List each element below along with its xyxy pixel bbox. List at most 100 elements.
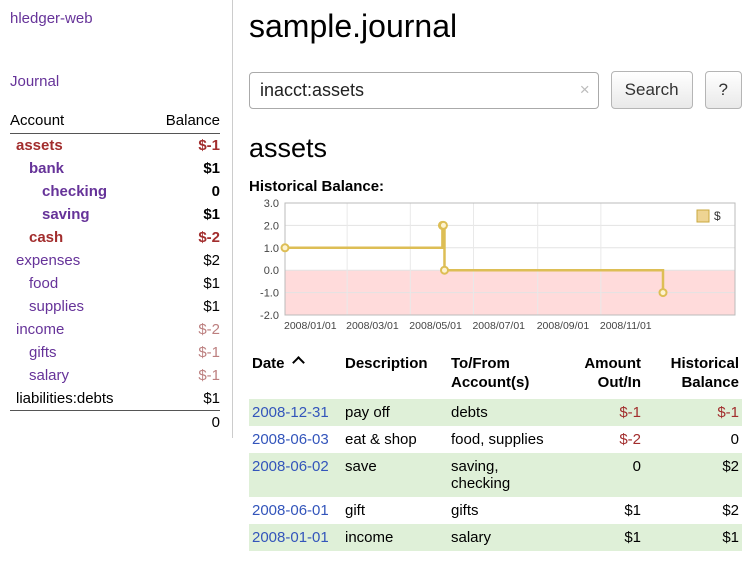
column-header-description: Description	[345, 355, 428, 372]
register-cell-description: pay off	[345, 403, 390, 421]
date-link[interactable]: 2008-12-31	[252, 403, 329, 421]
register-cell-balance: $2	[722, 457, 739, 475]
svg-text:0.0: 0.0	[264, 265, 279, 277]
sidebar: hledger-web Journal Account Balance asse…	[0, 0, 233, 438]
account-link[interactable]: checking	[42, 183, 108, 200]
account-row: gifts $-1	[10, 341, 220, 364]
register-cell-date: 2008-06-03	[249, 431, 345, 448]
historical-balance-chart: 3.0 2.0 1.0 0.0 -1.0 -2.0 2008/01/01 2008/03/01…	[260, 199, 736, 332]
account-balance: $1	[203, 390, 220, 407]
search-input-wrap: ×	[249, 71, 599, 109]
account-balance: 0	[211, 183, 220, 200]
account-balance: $-1	[198, 344, 220, 361]
account-row: saving $1	[10, 203, 220, 226]
account-row: liabilities:debts $1	[10, 387, 220, 411]
account-row: income $-2	[10, 318, 220, 341]
svg-text:-1.0: -1.0	[260, 288, 279, 300]
account-balance: $2	[203, 252, 220, 269]
account-link[interactable]: food	[29, 275, 59, 292]
app-title-link[interactable]: hledger-web	[10, 10, 93, 27]
accounts-total-value: 0	[147, 410, 220, 434]
account-link[interactable]: expenses	[16, 252, 81, 269]
account-name-cell: assets	[10, 134, 148, 158]
accounts-table: Account Balance assets $-1 bank $1 checking 0…	[10, 108, 220, 434]
register-cell-amount: 0	[632, 457, 641, 475]
account-balance: $-1	[198, 367, 220, 384]
register-heading: assets	[249, 133, 328, 163]
account-balance: $1	[203, 275, 220, 292]
register-cell-accounts: saving, checking	[451, 457, 511, 492]
register-cell-balance: 0	[730, 430, 739, 448]
account-link[interactable]: bank	[29, 160, 65, 177]
register-cell-date: 2008-06-02	[249, 458, 345, 475]
register-cell-date: 2008-01-01	[249, 529, 345, 546]
accounts-header-balance: Balance	[147, 108, 220, 134]
page-title: sample.journal	[249, 8, 458, 44]
register-cell-accounts: debts	[451, 403, 488, 421]
column-header-balance: Historical Balance	[670, 355, 739, 391]
register-row: 2008-06-03 eat & shop food, supplies $-2 0	[249, 426, 742, 453]
svg-text:2008/01/01: 2008/01/01	[284, 320, 337, 332]
account-balance: $1	[203, 160, 220, 177]
register-cell-accounts: gifts	[451, 501, 479, 519]
register-cell-accounts: food, supplies	[451, 430, 544, 448]
account-balance: $-2	[198, 229, 220, 246]
account-name-cell: supplies	[10, 295, 148, 318]
register-cell-balance: $2	[722, 501, 739, 519]
accounts-total-row: 0	[10, 410, 220, 434]
account-name-cell: expenses	[10, 249, 148, 272]
main-content: sample.journal × Search ? assets Histori…	[249, 0, 742, 551]
account-link[interactable]: gifts	[29, 344, 57, 361]
account-link[interactable]: assets	[16, 137, 63, 154]
account-balance: $-2	[198, 321, 220, 338]
column-header-date-label: Date	[252, 355, 285, 372]
sidebar-item-journal[interactable]: Journal	[10, 73, 60, 90]
register-cell-description: eat & shop	[345, 430, 417, 448]
account-row: assets $-1	[10, 134, 220, 158]
account-balance: $1	[203, 298, 220, 315]
account-name-cell: income	[10, 318, 148, 341]
account-name-cell: cash	[10, 226, 148, 249]
register-cell-balance: $1	[722, 528, 739, 546]
help-button[interactable]: ?	[704, 71, 742, 109]
register-cell-description: gift	[345, 501, 366, 519]
svg-text:1.0: 1.0	[264, 243, 279, 255]
search-input[interactable]	[249, 71, 599, 109]
clear-search-icon[interactable]: ×	[579, 79, 590, 99]
register-row: 2008-12-31 pay off debts $-1 $-1	[249, 398, 742, 426]
search-button[interactable]: Search	[610, 71, 693, 109]
account-row: expenses $2	[10, 249, 220, 272]
account-row: bank $1	[10, 157, 220, 180]
account-link[interactable]: income	[16, 321, 65, 338]
account-row: checking 0	[10, 180, 220, 203]
accounts-total-spacer	[10, 410, 148, 434]
date-link[interactable]: 2008-06-03	[252, 430, 329, 448]
account-link[interactable]: supplies	[29, 298, 85, 315]
register-row: 2008-01-01 income salary $1 $1	[249, 523, 742, 551]
register-cell-description: income	[345, 528, 394, 546]
account-link[interactable]: salary	[29, 367, 70, 384]
date-link[interactable]: 2008-01-01	[252, 528, 329, 546]
search-bar: × Search ?	[249, 71, 742, 109]
account-balance: $-1	[198, 137, 220, 154]
column-header-amount: Amount Out/In	[584, 355, 641, 391]
register-cell-balance: $-1	[717, 403, 739, 421]
date-link[interactable]: 2008-06-01	[252, 501, 329, 519]
svg-text:2008/09/01: 2008/09/01	[537, 320, 590, 332]
register-cell-description: save	[345, 457, 377, 475]
svg-text:2008/11/01: 2008/11/01	[600, 320, 652, 332]
register-cell-date: 2008-06-01	[249, 502, 345, 519]
chart-title: Historical Balance:	[249, 178, 385, 195]
sort-ascending-icon	[291, 356, 305, 369]
account-link[interactable]: liabilities:debts	[16, 390, 114, 407]
svg-text:$: $	[714, 209, 721, 223]
account-link[interactable]: saving	[42, 206, 90, 223]
svg-text:2008/05/01: 2008/05/01	[409, 320, 462, 332]
account-link[interactable]: cash	[29, 229, 64, 246]
account-name-cell: bank	[10, 157, 148, 180]
date-link[interactable]: 2008-06-02	[252, 457, 329, 475]
register-cell-amount: $1	[624, 528, 641, 546]
column-header-date[interactable]: Date	[249, 355, 345, 374]
account-row: food $1	[10, 272, 220, 295]
account-name-cell: liabilities:debts	[10, 387, 148, 411]
